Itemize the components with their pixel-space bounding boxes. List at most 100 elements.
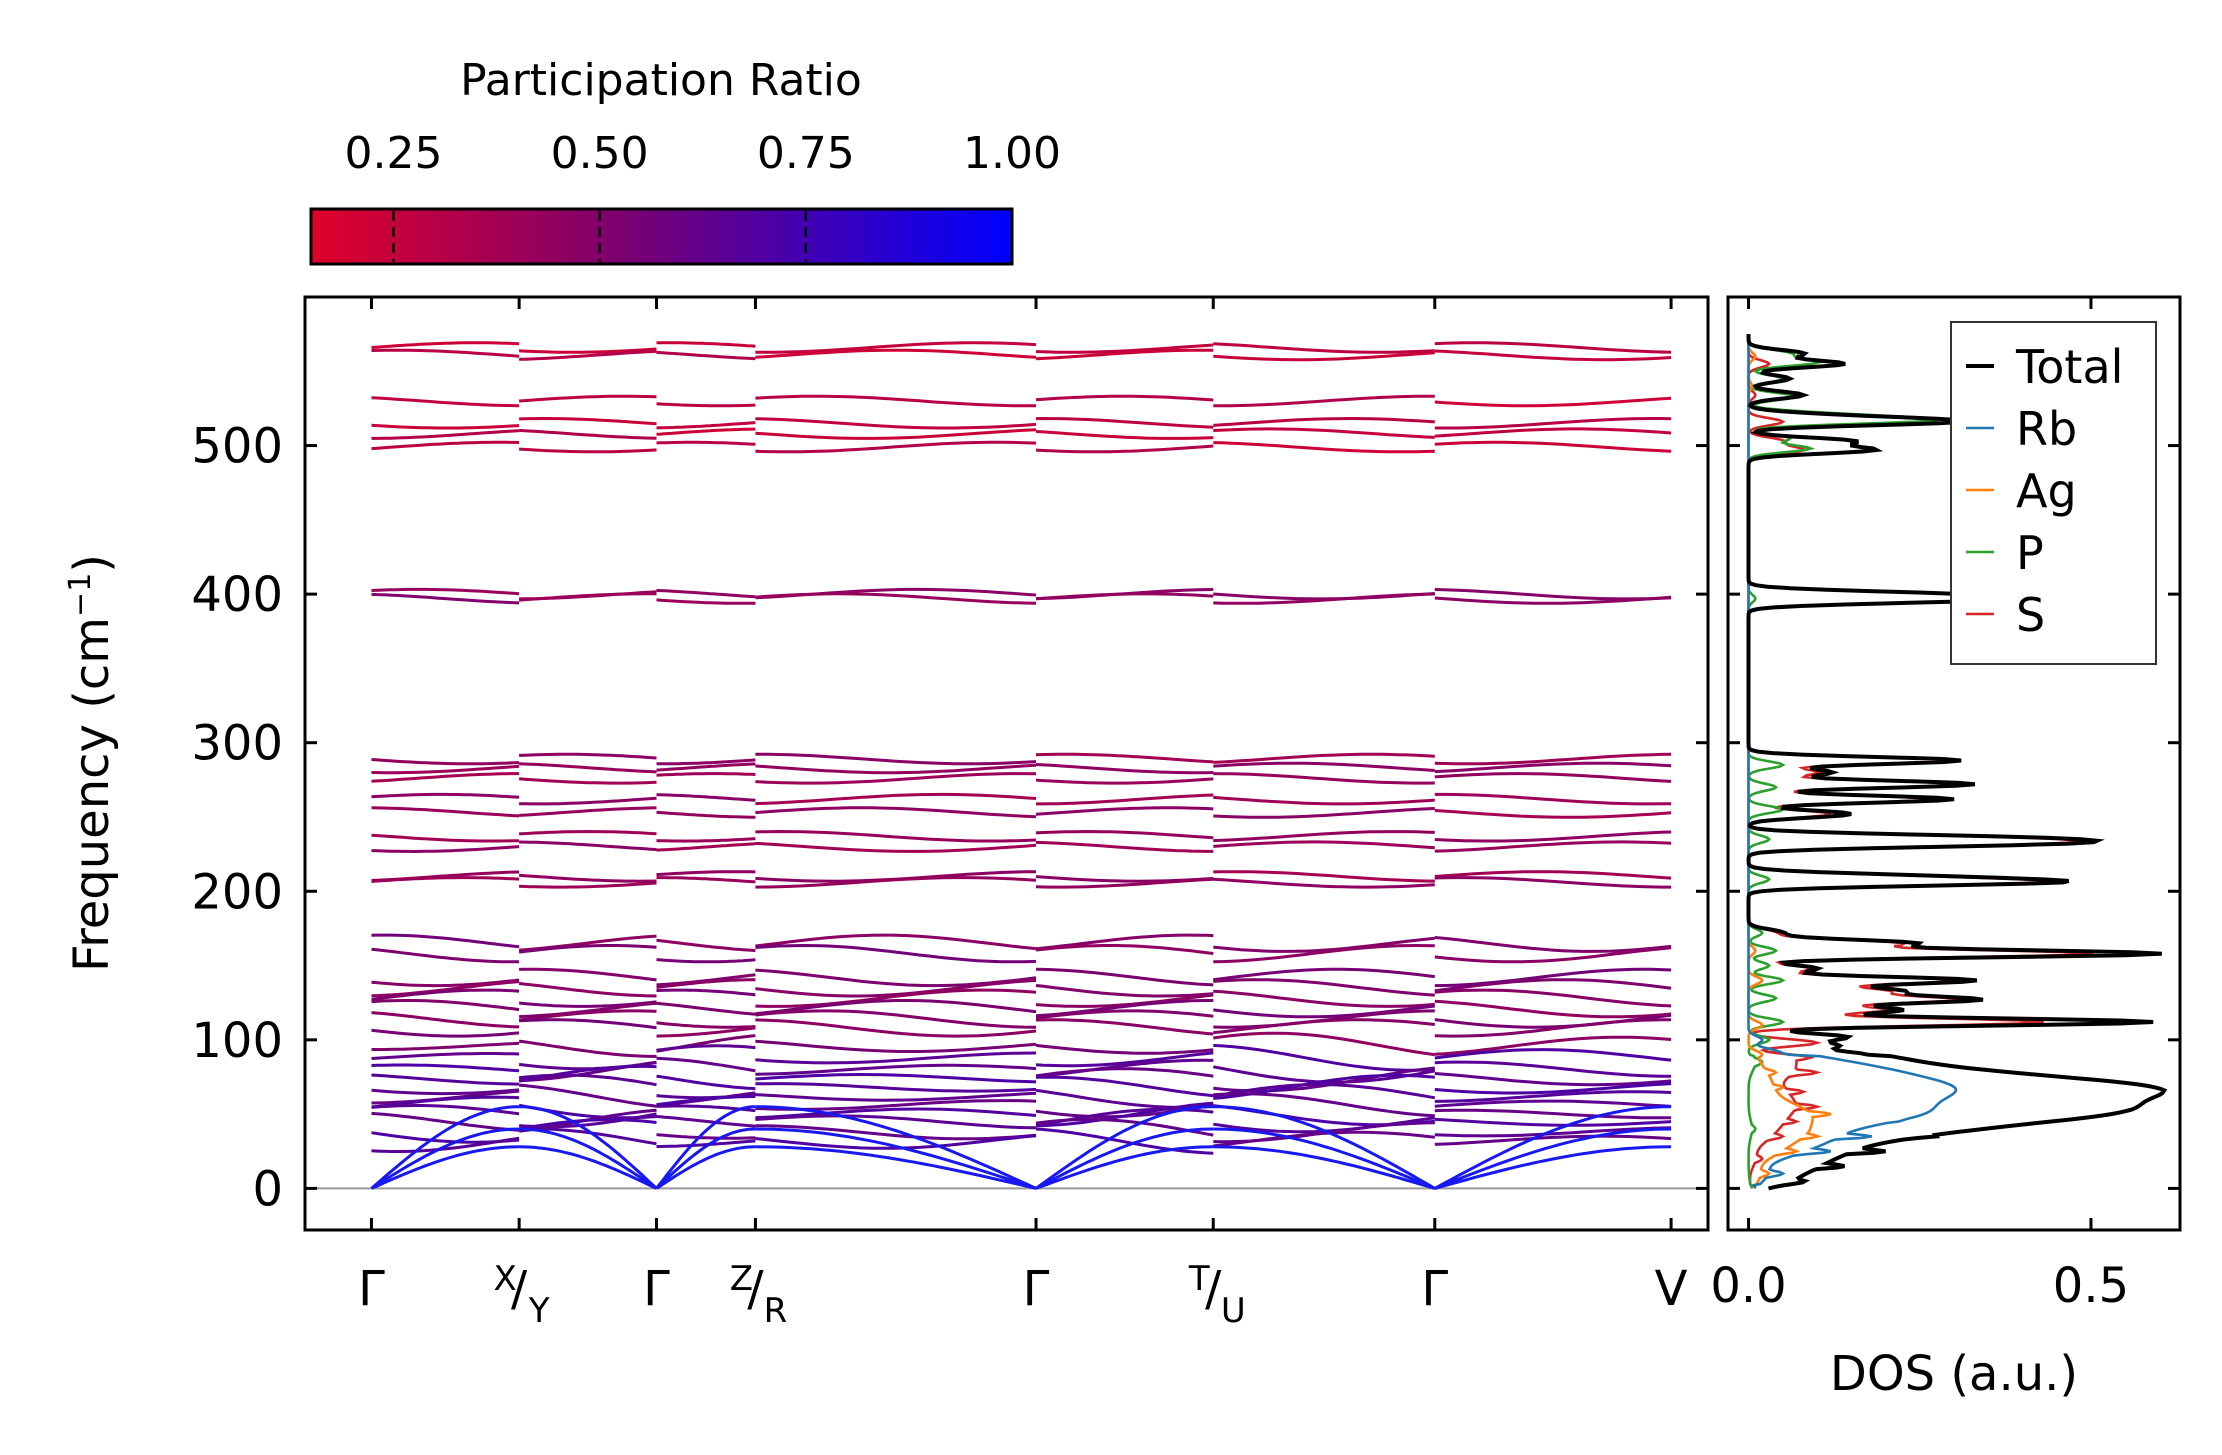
dos-x-label: DOS (a.u.) — [1830, 1346, 2078, 1402]
colorbar-tick-label: 0.75 — [757, 128, 855, 179]
band-line — [755, 988, 1037, 1008]
band-line — [1434, 870, 1672, 880]
band-line — [1213, 807, 1435, 819]
band-line — [656, 440, 756, 446]
band-line — [1035, 967, 1214, 987]
svg-text:Frequency (cm−1): Frequency (cm−1) — [63, 554, 120, 972]
band-line — [656, 842, 756, 852]
band-line — [1434, 417, 1672, 430]
band-line — [1035, 343, 1214, 354]
band-line — [1434, 752, 1672, 766]
band-line — [1213, 1004, 1435, 1019]
band-line — [1035, 944, 1214, 955]
band-line — [755, 348, 1037, 359]
acoustic-band-line — [1213, 1127, 1436, 1190]
dos-curve-ag — [1747, 334, 1832, 1189]
band-line — [656, 1056, 756, 1073]
band-line — [656, 1095, 756, 1107]
band-line — [755, 763, 1037, 775]
band-line — [1434, 1072, 1672, 1087]
band-line — [518, 1039, 657, 1058]
dos-axes-frame — [1726, 295, 2182, 1232]
band-x-ticks: Γ X/Y Γ Z/R Γ T/U Γ V — [358, 297, 1688, 1331]
acoustic-band-line — [655, 1145, 756, 1190]
kpoint-label-sup: X — [493, 1259, 516, 1299]
band-line — [755, 876, 1037, 889]
band-line — [1035, 348, 1214, 361]
band-line — [519, 967, 657, 982]
band-line — [755, 1009, 1037, 1029]
acoustic-band-line — [1434, 1105, 1672, 1190]
band-line — [1035, 763, 1214, 775]
band-line — [656, 870, 756, 877]
band-line — [1434, 792, 1672, 806]
band-line — [1434, 1060, 1672, 1078]
band-line — [371, 806, 520, 818]
band-line — [518, 592, 657, 602]
acoustic-band-line — [1035, 1145, 1214, 1190]
band-line — [755, 428, 1037, 440]
band-line — [1035, 984, 1214, 998]
dos-curve-total — [1746, 334, 2168, 1191]
band-line — [518, 1118, 657, 1131]
band-line — [519, 829, 657, 836]
band-line — [656, 598, 756, 605]
acoustic-band-line — [1434, 1145, 1672, 1190]
band-line — [371, 396, 520, 408]
band-line — [656, 988, 756, 997]
band-line — [656, 978, 756, 989]
band-line — [1213, 1018, 1435, 1035]
band-line — [371, 947, 520, 964]
kpoint-label: V — [1655, 1261, 1688, 1317]
band-line — [1213, 943, 1435, 964]
acoustic-band-line — [1213, 1105, 1436, 1190]
kpoint-label: Γ — [1023, 1261, 1050, 1317]
band-line — [755, 1124, 1037, 1141]
band-line — [1035, 1127, 1214, 1155]
band-line — [371, 1011, 520, 1029]
band-axes-frame — [303, 295, 1710, 1232]
band-line — [1434, 1117, 1672, 1127]
band-line — [518, 1083, 657, 1108]
band-line — [755, 772, 1037, 785]
legend-items: Total Rb Ag PS — [1966, 340, 2123, 642]
band-line — [519, 762, 657, 774]
y-label-superscript: −1 — [63, 573, 98, 617]
band-line — [755, 841, 1037, 853]
band-line — [1213, 772, 1435, 785]
band-line — [656, 1044, 756, 1052]
band-lines — [370, 341, 1672, 1190]
band-line — [755, 1051, 1037, 1065]
colorbar-label: Participation Ratio — [460, 55, 862, 106]
band-line — [1213, 351, 1435, 362]
band-line — [1213, 427, 1435, 439]
band-line — [519, 1018, 657, 1030]
band-line — [1434, 809, 1672, 819]
band-line — [1213, 1092, 1435, 1118]
band-line — [755, 933, 1037, 951]
band-y-tick-label: 400 — [191, 567, 283, 623]
band-line — [1213, 752, 1435, 764]
band-line — [371, 1073, 520, 1086]
band-line — [518, 777, 657, 785]
band-line — [518, 1073, 657, 1087]
band-line — [371, 1063, 520, 1073]
band-line — [518, 394, 657, 403]
band-line — [1035, 1067, 1214, 1078]
kpoint-label: Γ — [1421, 1261, 1448, 1317]
band-line — [755, 943, 1037, 964]
band-line — [1434, 967, 1672, 988]
band-line — [1213, 342, 1435, 354]
band-line — [371, 429, 520, 440]
band-line — [1035, 752, 1214, 764]
band-line — [519, 881, 657, 889]
band-line — [371, 933, 520, 949]
band-line — [656, 1074, 756, 1091]
band-line — [1213, 394, 1435, 408]
band-line — [755, 592, 1037, 605]
band-line — [371, 1052, 520, 1060]
band-line — [371, 1041, 520, 1051]
band-line — [755, 1063, 1037, 1076]
band-line — [1434, 840, 1672, 853]
